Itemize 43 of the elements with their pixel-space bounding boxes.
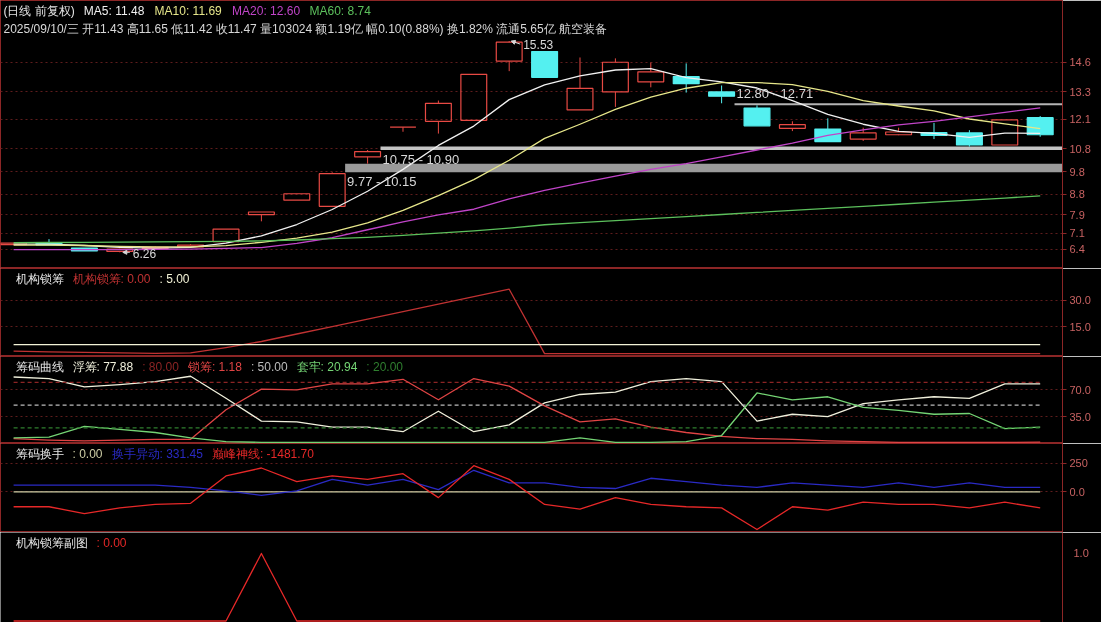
y-tick-label: 0.0	[1069, 485, 1085, 498]
chart-title: 筹码换手	[15, 446, 64, 461]
series-label: : 80.00	[142, 359, 180, 374]
y-tick-label: 6.4	[1069, 243, 1085, 256]
text: 换手异动: 331.45	[111, 446, 204, 461]
y-tick-label: 8.8	[1069, 188, 1085, 201]
text: : 50.00	[250, 359, 288, 374]
y-tick-label: 10.8	[1069, 142, 1091, 155]
y-tick-label: 9.8	[1069, 165, 1085, 178]
text: 1.0	[1073, 547, 1089, 560]
band-label: 10.75 - 10.90	[382, 152, 460, 167]
chart-title: (日线 前复权)	[3, 3, 75, 18]
text: 机构锁筹: 0.00	[72, 271, 151, 286]
series-label: 巅峰神线: -1481.70	[211, 446, 315, 461]
text: 套牢: 20.94	[296, 359, 358, 374]
chart-title: 机构锁筹副图	[15, 535, 88, 550]
chart-title: 机构锁筹	[15, 271, 64, 286]
series-label: 锁筹: 1.18	[186, 359, 243, 374]
y-tick-label: 13.3	[1069, 85, 1091, 98]
text: : 0.00	[72, 446, 103, 461]
text: : 0.00	[96, 535, 127, 550]
y-tick-label: 15.0	[1069, 320, 1091, 333]
text: MA10: 11.69	[154, 3, 223, 18]
y-tick-label: 70.0	[1069, 383, 1091, 396]
text: MA20: 12.60	[232, 3, 301, 18]
y-tick-label: 14.6	[1069, 56, 1091, 69]
y-tick-label: 7.9	[1069, 208, 1085, 221]
annotation: 15.53	[523, 37, 554, 52]
y-tick-label: 12.1	[1069, 113, 1091, 126]
text: MA60: 8.74	[309, 3, 372, 18]
text: 2025/09/10/三 开11.43 高11.65 低11.42 收11.47 量103024 额1.19亿 幅0.10(0.88%) 换1.82% 流通5.65亿 航空装备	[3, 21, 607, 36]
series-label: 浮筹: 77.88	[72, 359, 134, 374]
band-label: 12.80 - 12.71	[736, 86, 814, 102]
y-tick-label: 30.0	[1069, 294, 1091, 307]
band-label: 9.77 - 10.15	[347, 174, 417, 190]
text: : 20.00	[366, 359, 404, 374]
y-tick-label: 7.1	[1069, 227, 1085, 240]
y-tick-label: 250	[1069, 457, 1088, 470]
chart-title: 筹码曲线	[15, 359, 64, 374]
y-tick-label: 35.0	[1069, 410, 1091, 423]
text: : 5.00	[159, 271, 190, 286]
annotation: 6.26	[132, 246, 157, 261]
text: MA5: 11.48	[83, 3, 145, 18]
